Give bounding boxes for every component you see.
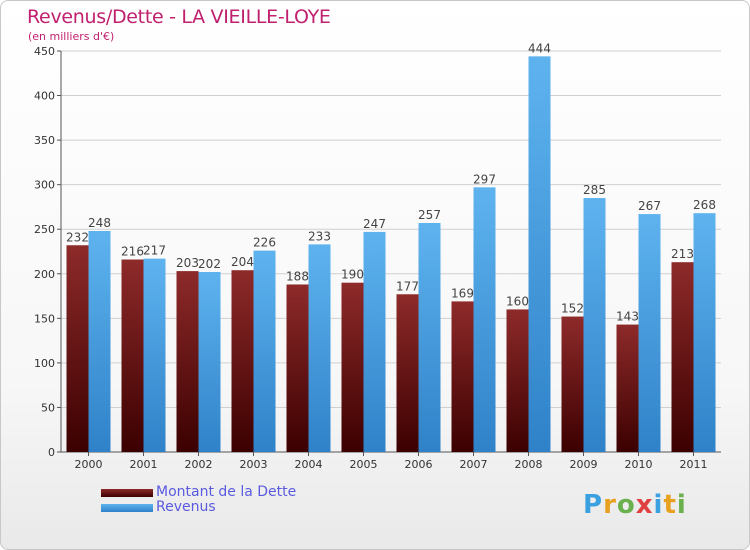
data-label-revenus: 444 [528,41,551,55]
x-tick-label: 2002 [185,458,213,471]
data-label-dette: 232 [66,230,89,244]
data-label-dette: 204 [231,255,254,269]
data-label-revenus: 226 [253,236,276,250]
x-tick-label: 2007 [460,458,488,471]
data-label-revenus: 267 [638,199,661,213]
grid [61,50,721,408]
bar-revenus [363,231,386,452]
logo-letter: o [616,490,636,520]
x-tick-label: 2000 [75,458,103,471]
bar-dette [341,282,364,452]
data-label-revenus: 247 [363,217,386,231]
data-label-revenus: 285 [583,183,606,197]
data-label-dette: 152 [561,302,584,316]
bar-revenus [638,214,661,452]
logo-letter: t [663,490,677,520]
y-tick-label: 300 [34,179,55,192]
legend-swatch-revenus [101,504,153,512]
logo-letter: x [635,490,654,520]
y-tick-label: 0 [48,446,55,459]
chart-subtitle: (en milliers d'€) [28,30,115,43]
legend-swatch-dette [101,489,153,497]
bar-dette [121,259,144,452]
x-tick-label: 2011 [680,458,708,471]
bar-revenus [143,258,166,452]
bar-dette [231,270,254,452]
legend-label-dette: Montant de la Dette [156,484,297,500]
bar-dette [396,294,419,452]
legend-label-revenus: Revenus [156,499,216,515]
x-tick-label: 2008 [515,458,543,471]
bar-revenus [418,222,441,452]
bar-dette [176,271,199,452]
y-tick-label: 150 [34,312,55,325]
bar-dette [286,284,309,452]
bar-revenus [253,250,276,452]
x-tick-label: 2003 [240,458,268,471]
data-label-dette: 188 [286,269,309,283]
data-label-dette: 160 [506,294,529,308]
y-tick-label: 100 [34,357,55,370]
data-label-dette: 169 [451,286,474,300]
bar-dette [451,301,474,452]
data-label-dette: 143 [616,310,639,324]
bar-dette [671,262,694,452]
bars [66,56,716,452]
data-label-revenus: 257 [418,208,441,222]
bar-revenus [198,271,221,452]
bar-revenus [528,56,551,452]
y-tick-label: 50 [41,401,55,414]
y-tick-label: 200 [34,268,55,281]
y-tick-label: 450 [34,45,55,58]
data-label-dette: 213 [671,247,694,261]
bar-revenus [308,244,331,452]
data-label-revenus: 268 [693,198,716,212]
data-label-revenus: 297 [473,172,496,186]
proxiti-logo: Proxiti [583,490,687,520]
chart-title: Revenus/Dette - LA VIEILLE-LOYE [27,6,331,28]
y-tick-label: 250 [34,223,55,236]
data-label-revenus: 217 [143,244,166,258]
data-label-dette: 190 [341,268,364,282]
bar-revenus [583,198,606,452]
data-label-dette: 203 [176,256,199,270]
data-label-revenus: 233 [308,229,331,243]
bar-revenus [473,187,496,452]
bar-dette [66,245,89,452]
logo-letter: i [676,490,687,520]
x-tick-label: 2001 [130,458,158,471]
data-label-revenus: 202 [198,257,221,271]
y-tick-label: 350 [34,134,55,147]
x-tick-label: 2004 [295,458,323,471]
data-label-dette: 216 [121,245,144,259]
axes: 0 50 100 150 200 250 300 350 400 450 2000 2001 2002 2… [34,45,721,471]
bar-revenus [88,231,111,452]
x-tick-label: 2009 [570,458,598,471]
x-tick-label: 2006 [405,458,433,471]
bar-revenus [693,213,716,452]
bar-dette [506,309,529,452]
logo-letter: r [603,490,617,520]
data-label-revenus: 248 [88,216,111,230]
bar-dette [561,316,584,452]
bar-dette [616,324,639,452]
x-tick-label: 2005 [350,458,378,471]
logo-letter: i [653,490,664,520]
data-label-dette: 177 [396,279,419,293]
y-tick-label: 400 [34,90,55,103]
x-tick-label: 2010 [625,458,653,471]
logo-letter: P [583,490,604,520]
